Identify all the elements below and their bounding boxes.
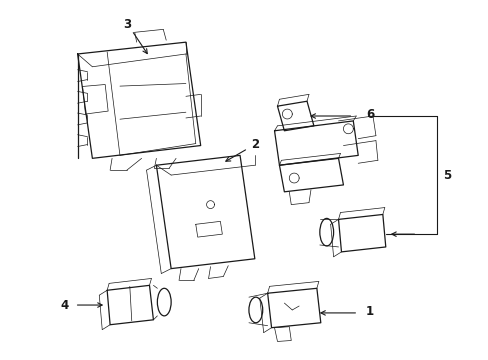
Text: 2: 2 — [250, 138, 258, 151]
Text: 3: 3 — [122, 18, 131, 31]
Text: 5: 5 — [442, 168, 450, 181]
Text: 1: 1 — [366, 305, 373, 319]
Text: 6: 6 — [365, 108, 373, 121]
Text: 4: 4 — [61, 298, 69, 311]
